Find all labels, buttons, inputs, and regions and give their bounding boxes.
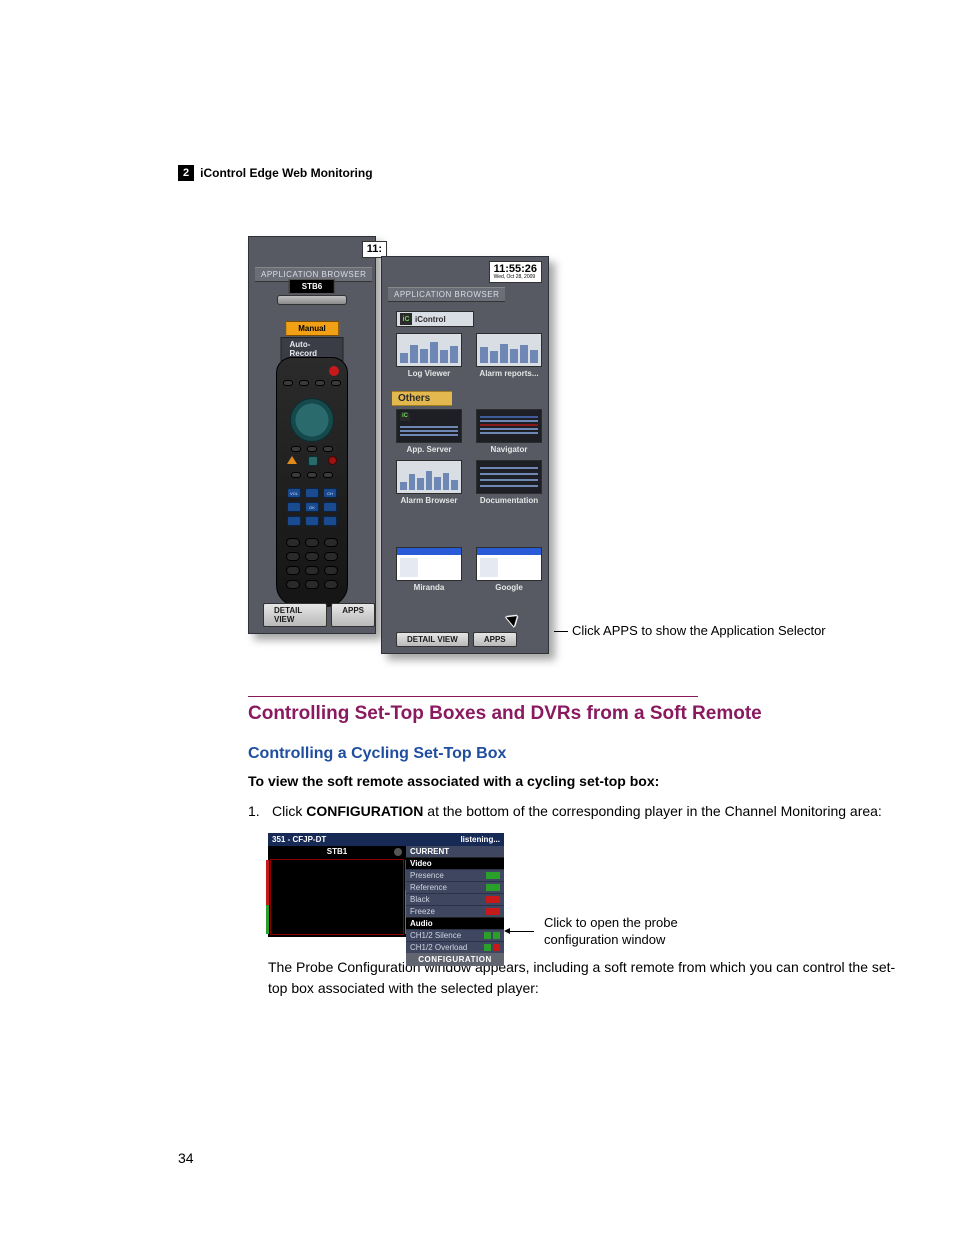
- tile-navigator[interactable]: Navigator: [476, 409, 542, 454]
- status-panel: CURRENT Video Presence Reference Black F…: [406, 846, 504, 937]
- configuration-button[interactable]: CONFIGURATION: [406, 953, 504, 966]
- arrow-left-icon: [510, 931, 534, 932]
- annotation-configuration: Click to open the probeconfiguration win…: [544, 915, 678, 949]
- channel-player: 351 - CFJP-DT listening... STB1 CURRENT …: [268, 833, 504, 937]
- google-thumb: [476, 547, 542, 581]
- remote-number-pad[interactable]: [286, 538, 338, 589]
- row-freeze: Freeze: [406, 905, 504, 917]
- figure-app-selector: 11: APPLICATION BROWSER STB6 Manual Auto…: [248, 236, 898, 666]
- step-list: 1. Click CONFIGURATION at the bottom of …: [248, 801, 898, 821]
- tile-alarm-browser[interactable]: Alarm Browser: [396, 460, 462, 505]
- body-paragraph: The Probe Configuration window appears, …: [268, 957, 898, 998]
- app-server-thumb: iC: [396, 409, 462, 443]
- section-rule: [248, 696, 698, 697]
- apps-button[interactable]: APPS: [331, 603, 375, 627]
- chapter-number-badge: 2: [178, 165, 194, 181]
- info-button[interactable]: [308, 456, 318, 466]
- documentation-thumb: [476, 460, 542, 494]
- soft-remote[interactable]: VOLCH OK: [276, 357, 348, 607]
- ic-logo-icon: iC: [400, 313, 412, 325]
- player-stb-label: STB1: [268, 846, 406, 858]
- power-icon[interactable]: [329, 366, 339, 376]
- record-button-icon[interactable]: [328, 456, 337, 465]
- apps-button-front[interactable]: APPS: [473, 632, 517, 647]
- panel-remote: 11: APPLICATION BROWSER STB6 Manual Auto…: [248, 236, 376, 634]
- led-pair-icon: [484, 932, 500, 939]
- step-number: 1.: [248, 801, 264, 821]
- subsection-heading: Controlling a Cycling Set-Top Box: [248, 745, 898, 763]
- tile-documentation[interactable]: Documentation: [476, 460, 542, 505]
- tile-miranda[interactable]: Miranda: [396, 547, 462, 592]
- remote-row-top[interactable]: [283, 380, 341, 386]
- application-browser-label-front: APPLICATION BROWSER: [388, 287, 505, 302]
- detail-view-button-front[interactable]: DETAIL VIEW: [396, 632, 469, 647]
- video-area: [270, 859, 404, 935]
- page-number: 34: [178, 1150, 194, 1166]
- tile-alarm-reports[interactable]: Alarm reports...: [476, 333, 542, 378]
- status-cat-audio: Audio: [406, 917, 504, 929]
- row-reference: Reference: [406, 881, 504, 893]
- stb-device-icon: [277, 295, 347, 305]
- clock-front: 11:55:26Wed, Oct 28, 2009: [489, 261, 542, 283]
- tiles-row-top: Log Viewer Alarm reports...: [396, 333, 542, 378]
- icontrol-bar: iC iControl: [396, 311, 474, 327]
- tile-app-server[interactable]: iC App. Server: [396, 409, 462, 454]
- status-dot-icon: [394, 848, 402, 856]
- audio-meter-left: [266, 860, 269, 934]
- led-icon: [486, 884, 500, 891]
- stb-label: STB6: [289, 279, 335, 294]
- row-presence: Presence: [406, 869, 504, 881]
- detail-view-button[interactable]: DETAIL VIEW: [263, 603, 327, 627]
- icontrol-text: iControl: [415, 315, 446, 324]
- dpad-icon[interactable]: [290, 398, 334, 442]
- others-label: Others: [392, 391, 452, 406]
- configuration-keyword: CONFIGURATION: [306, 803, 423, 819]
- cursor-icon: [506, 612, 521, 627]
- row-silence: CH1/2 Silence: [406, 929, 504, 941]
- procedure-title: To view the soft remote associated with …: [248, 773, 898, 789]
- tiles-grid-mid: iC App. Server Navigator Alarm Browser: [396, 409, 542, 505]
- miranda-thumb: [396, 547, 462, 581]
- navigator-thumb: [476, 409, 542, 443]
- tiles-row-bot: Miranda Google: [396, 547, 542, 592]
- remote-square-buttons[interactable]: VOLCH OK: [287, 488, 337, 526]
- led-icon: [486, 896, 500, 903]
- channel-id: 351 - CFJP-DT: [272, 835, 326, 844]
- annotation-apps: Click APPS to show the Application Selec…: [554, 623, 826, 638]
- section-heading: Controlling Set-Top Boxes and DVRs from …: [248, 703, 898, 725]
- status-cat-video: Video: [406, 857, 504, 869]
- remote-row-3[interactable]: [291, 472, 333, 478]
- figure-player: 351 - CFJP-DT listening... STB1 CURRENT …: [268, 833, 898, 943]
- listening-status: listening...: [460, 835, 500, 844]
- remote-row-2[interactable]: [291, 446, 333, 452]
- manual-button[interactable]: Manual: [285, 321, 339, 336]
- player-titlebar: 351 - CFJP-DT listening...: [268, 833, 504, 846]
- led-icon: [486, 908, 500, 915]
- led-icon: [486, 872, 500, 879]
- led-pair-icon: [484, 944, 500, 951]
- tile-log-viewer[interactable]: Log Viewer: [396, 333, 462, 378]
- status-header: CURRENT: [406, 846, 504, 857]
- row-black: Black: [406, 893, 504, 905]
- panel-app-selector: 11:55:26Wed, Oct 28, 2009 APPLICATION BR…: [381, 256, 549, 654]
- warning-triangle-icon: [287, 456, 297, 464]
- tile-google[interactable]: Google: [476, 547, 542, 592]
- chapter-title: iControl Edge Web Monitoring: [200, 166, 372, 180]
- step-1: 1. Click CONFIGURATION at the bottom of …: [248, 801, 898, 821]
- row-overload: CH1/2 Overload: [406, 941, 504, 953]
